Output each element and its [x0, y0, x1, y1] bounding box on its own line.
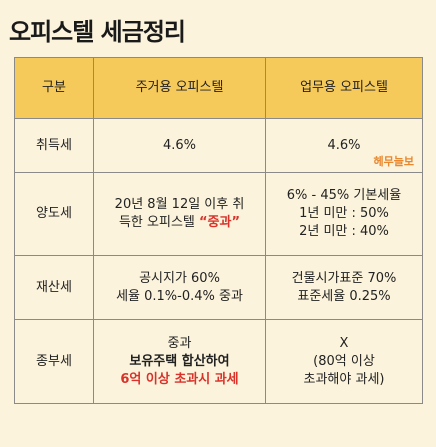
value-line: 득한 오피스텔 “중과”: [98, 214, 261, 232]
table-row-comprehensive: 종부세 중과 보유주택 합산하여 6억 이상 초과시 과세 X (80억 이상 …: [14, 319, 423, 404]
value-line: 공시지가 60%: [139, 270, 220, 286]
category-transfer-tax: 양도세: [14, 172, 94, 256]
value-line: 중과: [167, 335, 192, 351]
cell-residential-comprehensive: 중과 보유주택 합산하여 6억 이상 초과시 과세: [93, 319, 266, 404]
header-category: 구분: [14, 57, 94, 119]
cell-business-property: 건물시가표준 70% 표준세율 0.25%: [265, 255, 423, 320]
header-row: 구분 주거용 오피스텔 업무용 오피스텔: [14, 57, 423, 119]
value-line: 2년 미만 : 40%: [299, 224, 389, 239]
value-line: 초과해야 과세): [303, 371, 385, 387]
emphasis-line: 6억 이상 초과시 과세: [120, 371, 239, 387]
emphasis-text: “중과”: [199, 215, 241, 230]
value-line: 4.6%: [162, 137, 197, 153]
value-line: 보유주택 합산하여: [129, 353, 230, 369]
cell-business-transfer: 6% - 45% 기본세율 1년 미만 : 50% 2년 미만 : 40%: [265, 172, 423, 256]
cell-business-acquisition: 4.6% 헤무늘보: [265, 118, 423, 173]
value-line: X: [339, 335, 349, 351]
value-line: 표준세율 0.25%: [297, 288, 391, 304]
value-line: 1년 미만 : 50%: [299, 206, 389, 221]
value-line: 20년 8월 12일 이후 취: [114, 197, 245, 212]
cell-residential-acquisition: 4.6%: [93, 118, 266, 173]
cell-business-comprehensive: X (80억 이상 초과해야 과세): [265, 319, 423, 404]
value-line: 건물시가표준 70%: [291, 270, 397, 286]
category-comprehensive-tax: 종부세: [14, 319, 94, 404]
value-line: (80억 이상: [313, 353, 375, 369]
table-row-transfer: 양도세 20년 8월 12일 이후 취 득한 오피스텔 “중과” 6% - 45…: [14, 172, 423, 256]
cell-residential-transfer: 20년 8월 12일 이후 취 득한 오피스텔 “중과”: [93, 172, 266, 256]
cell-residential-property: 공시지가 60% 세율 0.1%-0.4% 중과: [93, 255, 266, 320]
value-line: 세율 0.1%-0.4% 중과: [116, 288, 243, 304]
category-acquisition-tax: 취득세: [14, 118, 94, 173]
page-title: 오피스텔 세금정리: [9, 18, 186, 46]
watermark-text: 헤무늘보: [373, 155, 414, 168]
category-property-tax: 재산세: [14, 255, 94, 320]
tax-table: 구분 주거용 오피스텔 업무용 오피스텔 취득세 4.6% 4.6% 헤무늘보 …: [14, 57, 423, 404]
value-line: 6% - 45% 기본세율: [286, 188, 402, 203]
value-line: 4.6%: [327, 137, 361, 153]
header-business: 업무용 오피스텔: [265, 57, 423, 119]
table-row-property: 재산세 공시지가 60% 세율 0.1%-0.4% 중과 건물시가표준 70% …: [14, 255, 423, 320]
table-row-acquisition: 취득세 4.6% 4.6% 헤무늘보: [14, 118, 423, 173]
header-residential: 주거용 오피스텔: [93, 57, 266, 119]
value-text: 득한 오피스텔: [118, 215, 199, 230]
